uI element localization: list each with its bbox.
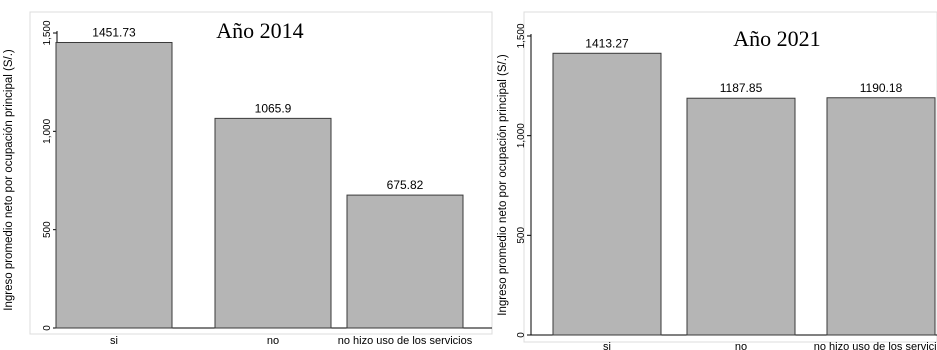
bar bbox=[552, 52, 662, 336]
y-tick-label: 1,000 bbox=[42, 118, 53, 143]
chart-panel-2014: Ingreso promedio neto por ocupación prin… bbox=[3, 11, 493, 347]
bar bbox=[346, 194, 464, 329]
bar bbox=[826, 97, 936, 336]
bar-marks: 0 500 1,000 1,500 1413.27 si 1187.85 no 1190.18 n… bbox=[516, 23, 937, 350]
y-tick-label: 500 bbox=[42, 221, 53, 238]
x-category-label: no bbox=[267, 335, 279, 347]
year-label: Año 2021 bbox=[733, 26, 820, 51]
x-category-label: si bbox=[110, 335, 118, 347]
x-category-label: no hizo uso de los servicios bbox=[338, 335, 473, 347]
bar bbox=[686, 97, 796, 336]
bar-value-label: 1190.18 bbox=[860, 81, 903, 95]
bar-value-label: 1187.85 bbox=[720, 81, 763, 95]
y-tick-label: 0 bbox=[42, 325, 53, 331]
y-tick-label: 1,500 bbox=[516, 23, 527, 48]
x-category-label: no hizo uso de los servicios bbox=[814, 341, 937, 350]
x-category-label: si bbox=[603, 341, 611, 350]
bar-value-label: 1065.9 bbox=[255, 101, 292, 115]
y-axis-title: Ingreso promedio neto por ocupación prin… bbox=[497, 54, 509, 316]
y-tick-label: 0 bbox=[516, 332, 527, 338]
y-tick-label: 500 bbox=[516, 227, 527, 244]
y-tick-label: 1,500 bbox=[42, 20, 53, 45]
year-label: Año 2014 bbox=[216, 18, 303, 43]
bar-marks: 0 500 1,000 1,500 1451.73 si 1065.9 no 675.82 no … bbox=[42, 20, 492, 347]
bar-value-label: 1451.73 bbox=[92, 25, 136, 39]
bar bbox=[214, 117, 332, 329]
bar bbox=[55, 41, 173, 329]
bar-value-label: 675.82 bbox=[387, 178, 424, 192]
y-tick-label: 1,000 bbox=[516, 123, 527, 148]
chart-panel-2021: Ingreso promedio neto por ocupación prin… bbox=[497, 11, 937, 350]
x-category-label: no bbox=[735, 341, 747, 350]
bar-value-label: 1413.27 bbox=[585, 36, 629, 50]
y-axis-title: Ingreso promedio neto por ocupación prin… bbox=[3, 49, 15, 311]
